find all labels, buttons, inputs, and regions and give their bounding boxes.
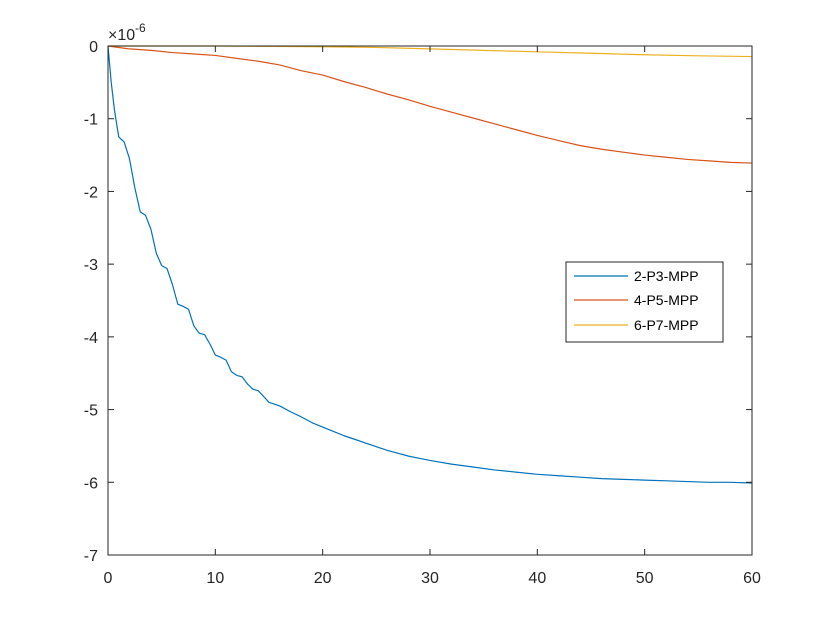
x-tick-label: 50	[636, 570, 654, 587]
y-tick-label: -6	[84, 475, 98, 492]
y-tick-label: -1	[84, 112, 98, 129]
y-tick-label: 0	[89, 39, 98, 56]
x-tick-label: 60	[743, 570, 761, 587]
legend-entry-1: 2-P3-MPP	[574, 268, 699, 284]
legend-box	[565, 261, 724, 343]
series-line-2	[107, 45, 753, 164]
x-tick-label: 10	[206, 570, 224, 587]
y-tick-label: -2	[84, 184, 98, 201]
legend-label-3: 6-P7-MPP	[634, 317, 699, 333]
x-tick-label: 30	[421, 570, 439, 587]
y-exponent-base: ×10	[108, 27, 135, 44]
x-tick-label: 20	[314, 570, 332, 587]
series-line-1	[107, 45, 753, 484]
y-tick-label: -4	[84, 330, 98, 347]
x-tick-label: 0	[104, 570, 113, 587]
tick-layer: 0 10 20 30 40 50 60 0 -1 -2 -3 -4 -5 -6 -7	[84, 39, 761, 587]
y-tick-label: -5	[84, 403, 98, 420]
legend: 2-P3-MPP 4-P5-MPP 6-P7-MPP	[565, 261, 724, 343]
legend-entry-3: 6-P7-MPP	[574, 317, 699, 333]
y-tick-label: -3	[84, 257, 98, 274]
y-exponent-power: -6	[135, 21, 146, 35]
y-tick-label: -7	[84, 548, 98, 565]
legend-label-2: 4-P5-MPP	[634, 292, 699, 308]
x-tick-label: 40	[528, 570, 546, 587]
legend-label-1: 2-P3-MPP	[634, 268, 699, 284]
legend-entry-2: 4-P5-MPP	[574, 292, 699, 308]
y-exponent-label: ×10 -6	[108, 21, 146, 44]
